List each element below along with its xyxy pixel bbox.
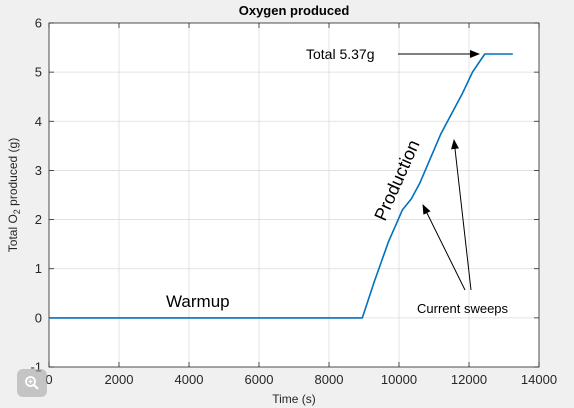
x-tick-label: 2000 — [105, 372, 134, 387]
y-tick-label: 3 — [35, 163, 42, 178]
series-layer — [49, 53, 513, 319]
x-tick-labels: 0 2000 4000 6000 8000 10000 12000 14000 — [45, 372, 557, 387]
y-axis-label-prefix: Total O — [6, 214, 20, 252]
annotation-total: Total 5.37g — [306, 46, 375, 62]
annotation-warmup: Warmup — [166, 292, 230, 311]
x-axis-label: Time (s) — [272, 392, 316, 406]
y-tick-label: 0 — [35, 310, 42, 325]
annotation-sweeps-arrow-2 — [451, 139, 472, 291]
x-tick-label: 6000 — [245, 372, 274, 387]
plot-border — [48, 22, 540, 368]
y-axis-label: Total O2 produced (g) — [6, 138, 22, 252]
annotation-sweeps: Current sweeps — [417, 301, 509, 316]
plot-area — [49, 23, 539, 367]
y-axis-label-suffix: produced (g) — [6, 138, 20, 209]
magnifier-glyph-icon — [25, 376, 39, 390]
series-line — [49, 53, 513, 319]
x-tick-label: 14000 — [521, 372, 557, 387]
x-tick-label: 12000 — [451, 372, 487, 387]
y-tick-label: 4 — [35, 114, 42, 129]
y-tick-label: 5 — [35, 65, 42, 80]
x-tick-label: 4000 — [175, 372, 204, 387]
y-tick-label: 2 — [35, 212, 42, 227]
chart-title: Oxygen produced — [239, 3, 350, 18]
annotation-sweeps-arrow-1 — [422, 204, 466, 291]
y-tick-labels: -1 0 1 2 3 4 5 6 — [30, 16, 42, 375]
zoom-magnifier-icon[interactable] — [17, 369, 47, 397]
x-tick-label: 0 — [45, 372, 52, 387]
y-tick-label: 6 — [35, 16, 42, 31]
y-tick-label: -1 — [30, 360, 42, 375]
y-tick-label: 1 — [35, 261, 42, 276]
x-tick-label: 8000 — [315, 372, 344, 387]
x-tick-label: 10000 — [381, 372, 417, 387]
y-axis-label-subscript: 2 — [12, 209, 22, 214]
